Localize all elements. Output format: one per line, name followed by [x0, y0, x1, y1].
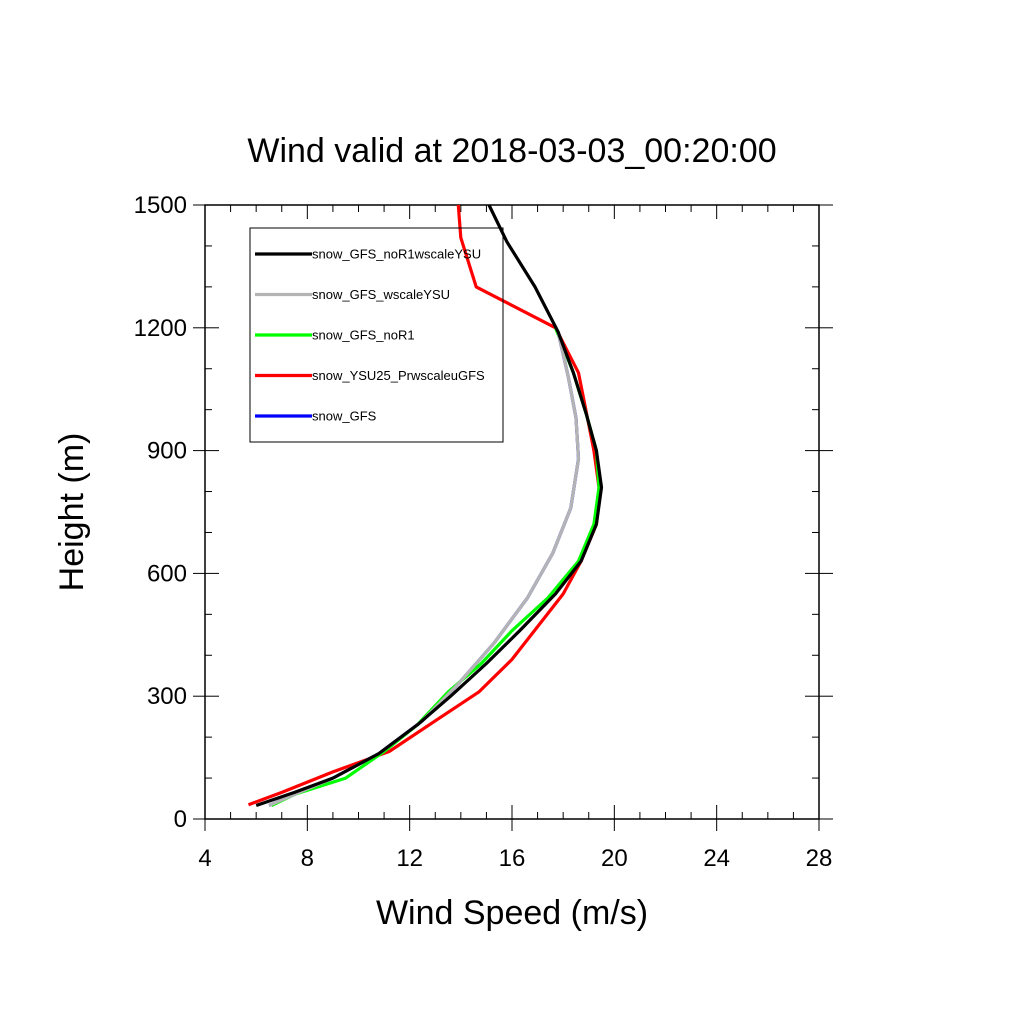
legend-label: snow_GFS_wscaleYSU	[312, 287, 450, 302]
y-axis-label: Height (m)	[53, 433, 91, 592]
y-tick-label: 900	[147, 438, 187, 465]
series-line-snow_GFS	[268, 331, 581, 807]
y-tick-label: 600	[147, 560, 187, 587]
series-line-snow_GFS_wscaleYSU	[268, 331, 581, 807]
x-tick-label: 8	[301, 845, 314, 872]
y-tick-label: 300	[147, 683, 187, 710]
legend-label: snow_GFS_noR1wscaleYSU	[312, 247, 481, 262]
chart-title: Wind valid at 2018-03-03_00:20:00	[247, 132, 776, 170]
x-tick-label: 28	[806, 845, 833, 872]
legend-label: snow_YSU25_PrwscaleuGFS	[312, 368, 485, 383]
series-line-snow_GFS_noR1	[270, 327, 601, 807]
plot-frame	[204, 204, 820, 820]
y-tick-label: 1500	[134, 192, 187, 219]
y-tick-label: 0	[174, 806, 187, 833]
plot-area: 4 8 12 16 20 24 28 0 300 600 900 1200 1500 snow_GFS_n…	[134, 192, 833, 872]
y-tick-label: 1200	[134, 315, 187, 342]
legend-label: snow_GFS	[312, 409, 377, 424]
legend-box	[249, 227, 504, 443]
series-line-snow_GFS_noR1wscaleYSU	[255, 204, 604, 808]
x-tick-label: 24	[703, 845, 730, 872]
x-axis-label: Wind Speed (m/s)	[376, 894, 648, 932]
legend-label: snow_GFS_noR1	[312, 328, 415, 343]
x-tick-label: 4	[198, 845, 211, 872]
x-tick-label: 20	[601, 845, 628, 872]
x-tick-label: 12	[396, 845, 423, 872]
x-tick-label: 16	[499, 845, 526, 872]
